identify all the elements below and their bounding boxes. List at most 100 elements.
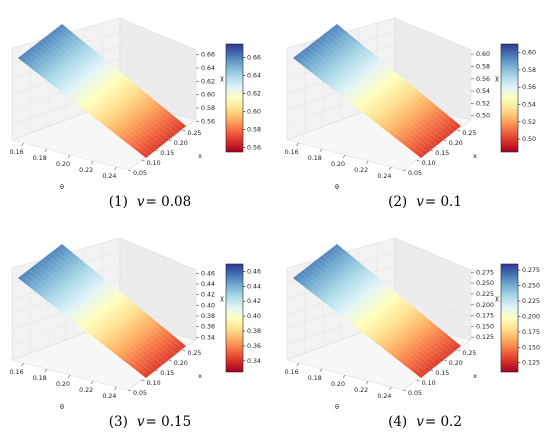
surface-mesh-line <box>50 252 177 355</box>
colorbar-tick-label: 0.275 <box>522 267 540 274</box>
z-tick-label: 0.56 <box>201 118 215 125</box>
surface-mesh-line <box>32 266 160 368</box>
caption-variable: v <box>137 414 145 430</box>
theta-tick-label: 0.20 <box>331 161 345 168</box>
surface-mesh-line <box>322 35 448 137</box>
theta-axis-label: θ <box>335 403 339 411</box>
colorbar-tick-label: 0.64 <box>247 73 261 80</box>
x-tick-label: 0.25 <box>462 130 476 137</box>
x-tick-label: 0.25 <box>187 350 201 357</box>
surface-mesh-line <box>307 266 435 368</box>
grid-line <box>394 31 472 62</box>
theta-tick-label: 0.16 <box>10 369 24 376</box>
x-tick <box>127 389 132 392</box>
colorbar-gradient <box>500 263 519 373</box>
surface-mesh-line <box>333 246 458 349</box>
z-tick-label: 0.200 <box>476 302 494 309</box>
surface-mesh-line <box>296 54 425 156</box>
surface-plot-1: 0.56 0.58 0.60 0.62 0.64 0.66 χ 0.16 0.18 0.20 0.2… <box>10 17 261 210</box>
caption-number: (2) <box>388 194 407 210</box>
x-axis-label: x <box>198 372 202 380</box>
panel-caption: (2) v= 0.1 <box>388 194 462 210</box>
colorbar-tick-label: 0.56 <box>522 84 536 91</box>
x-tick-label: 0.05 <box>408 390 422 397</box>
surface-mesh-line <box>25 272 153 373</box>
z-axis-label: χ <box>495 74 499 82</box>
x-tick <box>168 139 172 142</box>
x-tick <box>430 369 434 372</box>
colorbar-tick-label: 0.250 <box>522 283 540 290</box>
z-tick-label: 0.52 <box>476 100 490 107</box>
grid-line <box>394 72 472 97</box>
theta-tick <box>342 154 346 159</box>
z-axis: 0.34 0.36 0.38 0.40 0.42 0.44 0.46 χ <box>196 270 224 341</box>
surface-mesh-line <box>311 43 438 145</box>
surface-mesh-line <box>39 40 167 143</box>
x-axis: 0.050.10 0.150.20 0.25 x <box>127 349 202 397</box>
colorbar-tick-label: 0.60 <box>247 109 261 116</box>
surface-plot-3: 0.34 0.36 0.38 0.40 0.42 0.44 0.46 χ 0.16 0.18 0.2… <box>10 237 261 430</box>
x-tick <box>443 359 447 362</box>
x-axis: 0.050.10 0.150.20 0.25 x <box>402 349 477 397</box>
theta-tick <box>90 380 94 385</box>
surface-mesh-line <box>43 37 170 140</box>
x-axis-label: x <box>473 372 477 380</box>
surface-mesh-line <box>314 260 442 363</box>
x-tick <box>168 359 172 362</box>
theta-tick <box>389 386 392 391</box>
caption-variable: v <box>416 194 424 210</box>
x-tick-label: 0.25 <box>462 350 476 357</box>
surface-mesh-line <box>300 272 428 373</box>
caption-variable: v <box>137 194 145 210</box>
x-tick <box>457 349 461 352</box>
surface-sheet <box>18 24 186 158</box>
colorbar-tick-label: 0.44 <box>247 283 261 290</box>
x-axis-label: x <box>198 152 202 160</box>
colorbar-tick-label: 0.175 <box>522 329 540 336</box>
surface-mesh-line <box>329 249 455 352</box>
surface-mesh-line <box>43 257 170 360</box>
theta-axis: 0.16 0.18 0.20 0.22 0.24 θ <box>10 362 117 411</box>
x-tick <box>402 169 407 172</box>
z-tick-label: 0.225 <box>476 291 494 298</box>
x-tick <box>430 149 434 152</box>
z-tick-label: 0.60 <box>201 92 215 99</box>
x-tick <box>141 159 145 162</box>
z-tick-label: 0.56 <box>476 76 490 83</box>
x-tick-label: 0.20 <box>174 140 188 147</box>
theta-tick-label: 0.24 <box>377 173 391 180</box>
surface-mesh-line <box>311 263 438 365</box>
theta-tick <box>296 142 299 147</box>
surface-mesh-line <box>36 263 163 365</box>
x-tick-label: 0.10 <box>422 160 436 167</box>
colorbar-tick-label: 0.200 <box>522 313 540 320</box>
z-tick-label: 0.64 <box>201 65 215 72</box>
surface-sheet <box>293 24 461 158</box>
theta-tick-label: 0.18 <box>33 375 47 382</box>
surface-mesh-line <box>318 257 445 360</box>
theta-tick <box>319 368 323 373</box>
x-tick <box>127 169 132 172</box>
x-tick-label: 0.10 <box>147 380 161 387</box>
x-tick-label: 0.15 <box>435 370 449 377</box>
grid-line <box>119 72 197 97</box>
x-tick <box>155 149 159 152</box>
x-tick <box>457 129 461 132</box>
theta-axis: 0.16 0.18 0.20 0.22 0.24 θ <box>285 142 392 191</box>
colorbar-gradient <box>225 263 244 373</box>
surface-mesh-line <box>28 269 157 371</box>
surface-mesh-line <box>50 32 177 135</box>
surface-mesh-line <box>28 49 157 151</box>
surface-mesh-line <box>21 54 150 156</box>
z-tick-label: 0.54 <box>476 88 490 95</box>
caption-variable: v <box>416 414 424 430</box>
surface-mesh-line <box>318 37 445 140</box>
theta-tick <box>67 154 71 159</box>
x-tick <box>402 389 407 392</box>
theta-tick <box>44 148 48 153</box>
theta-tick-label: 0.18 <box>308 155 322 162</box>
theta-tick <box>296 362 299 367</box>
panel-caption: (1) v= 0.08 <box>109 194 191 210</box>
theta-tick <box>44 368 48 373</box>
surface-mesh-line <box>47 35 173 137</box>
